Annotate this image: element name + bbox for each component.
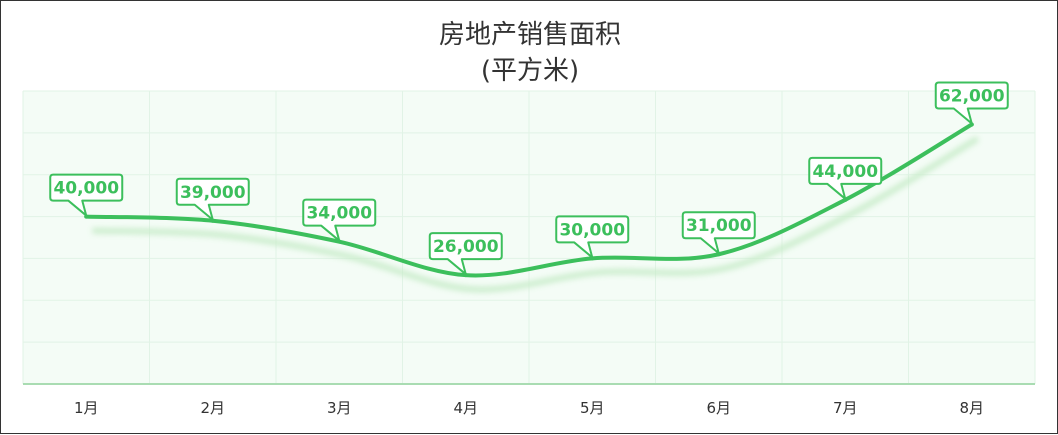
data-label: 26,000 <box>433 237 499 257</box>
data-label: 31,000 <box>686 216 752 236</box>
data-label: 40,000 <box>53 179 119 199</box>
x-tick-label: 3月 <box>327 399 352 417</box>
chart-title: 房地产销售面积 <box>439 20 621 50</box>
data-label-callout: 30,000 <box>555 215 630 259</box>
series-line <box>84 122 974 278</box>
data-label-callout: 40,000 <box>49 173 124 217</box>
data-label-box <box>555 215 630 259</box>
plot-area: 1月 2月 3月 4月 5月 6月 7月 8月 40,000 39,000 34,000 26,000… <box>22 81 1036 417</box>
data-label-box <box>302 198 377 242</box>
data-label-box <box>49 173 124 217</box>
x-tick-label: 4月 <box>453 399 478 417</box>
data-label-callout: 31,000 <box>681 211 756 255</box>
x-tick-label: 8月 <box>959 399 984 417</box>
x-tick-label: 7月 <box>833 399 858 417</box>
data-label: 39,000 <box>180 183 246 203</box>
data-label: 62,000 <box>939 86 1005 106</box>
data-label-callout: 44,000 <box>808 156 883 200</box>
data-label-callout: 26,000 <box>428 232 503 276</box>
data-label-callout: 34,000 <box>302 198 377 242</box>
data-label-box <box>808 156 883 200</box>
data-label-box <box>428 232 503 276</box>
x-tick-label: 1月 <box>74 399 99 417</box>
data-label-callout: 39,000 <box>175 177 250 221</box>
data-label-box <box>175 177 250 221</box>
data-label: 44,000 <box>812 162 878 182</box>
data-label-callout: 62,000 <box>934 81 1009 125</box>
data-label: 30,000 <box>559 220 625 240</box>
x-tick-label: 5月 <box>580 399 605 417</box>
x-tick-label: 6月 <box>706 399 731 417</box>
data-label-box <box>681 211 756 255</box>
data-label-box <box>934 81 1009 125</box>
data-label: 34,000 <box>306 204 372 224</box>
x-tick-label: 2月 <box>200 399 225 417</box>
series-line-shadow <box>92 135 980 293</box>
chart-subtitle: (平方米) <box>481 56 579 86</box>
